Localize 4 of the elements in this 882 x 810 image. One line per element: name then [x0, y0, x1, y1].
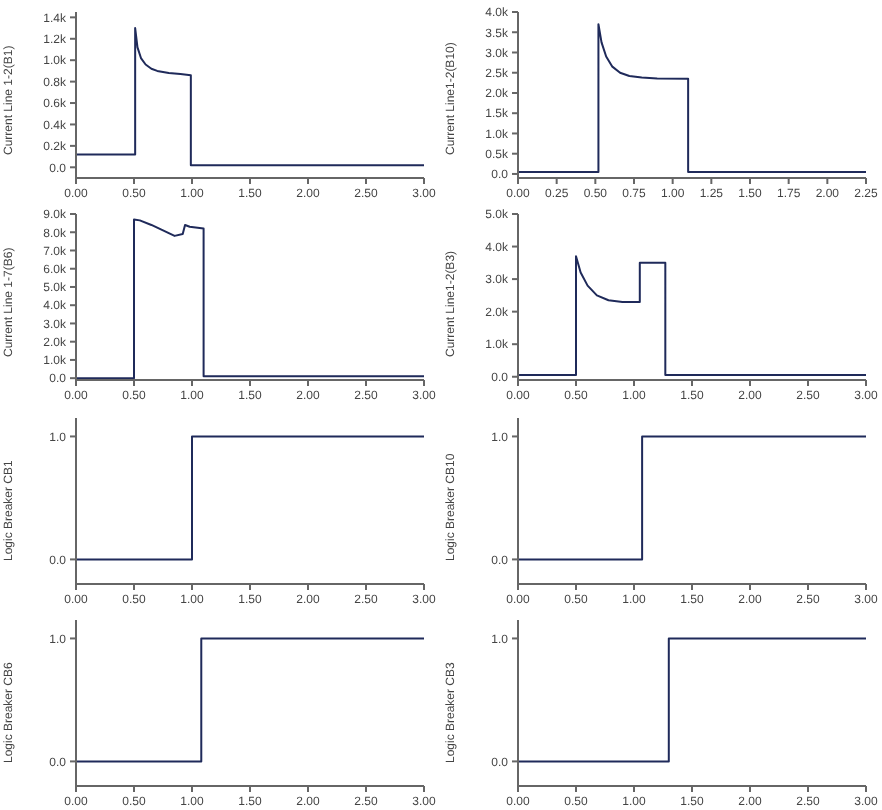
line-series	[76, 27, 424, 167]
line-series	[518, 23, 866, 173]
line-series	[76, 218, 424, 380]
line-series	[518, 255, 866, 377]
